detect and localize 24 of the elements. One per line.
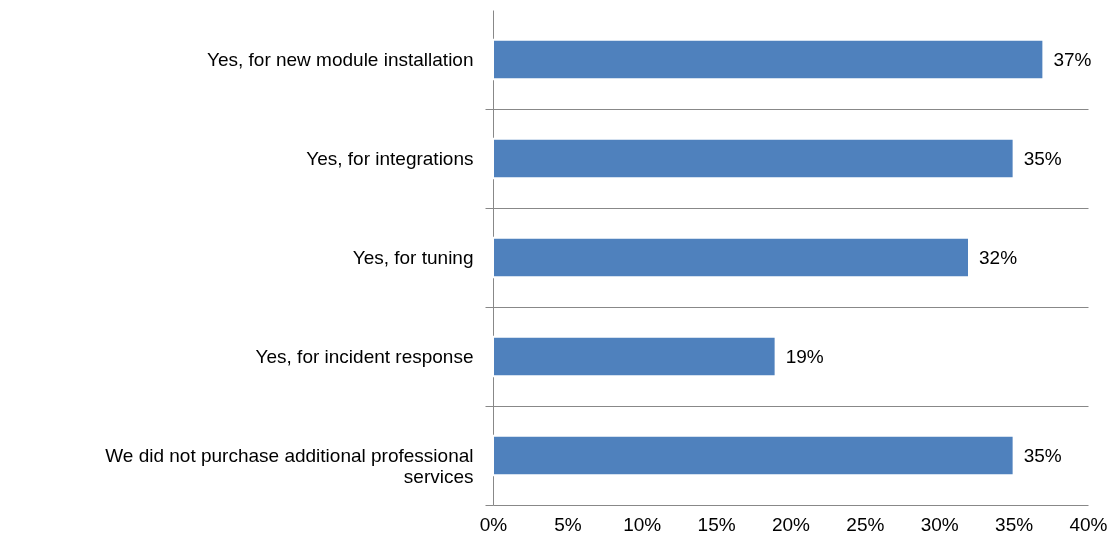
bar: [492, 335, 777, 378]
data-label: 35%: [1023, 444, 1062, 466]
data-label: 37%: [1053, 48, 1092, 70]
x-tick-label: 25%: [846, 513, 885, 535]
y-tick-label: Yes, for integrations: [306, 147, 474, 169]
x-tick-label: 40%: [1069, 513, 1108, 535]
bar: [492, 434, 1015, 477]
x-tick-label: 30%: [920, 513, 959, 535]
x-tick-label: 0%: [479, 513, 508, 535]
x-tick-label: 20%: [771, 513, 811, 535]
y-tick-label: Yes, for tuning: [352, 246, 474, 268]
data-label: 35%: [1023, 147, 1062, 169]
bar: [492, 236, 970, 279]
y-tick-label: Yes, for incident response: [255, 345, 474, 367]
x-tick-label: 5%: [554, 513, 582, 535]
x-tick-label: 35%: [995, 513, 1034, 535]
data-label: 32%: [979, 246, 1018, 268]
data-label: 19%: [785, 345, 824, 367]
bar: [492, 137, 1015, 180]
x-tick-label: 15%: [697, 513, 736, 535]
y-tick-label: We did not purchase additional professional services: [105, 444, 474, 487]
y-tick-label: Yes, for new module installation: [206, 48, 474, 70]
x-tick-label: 10%: [623, 513, 662, 535]
bar: [492, 38, 1045, 81]
